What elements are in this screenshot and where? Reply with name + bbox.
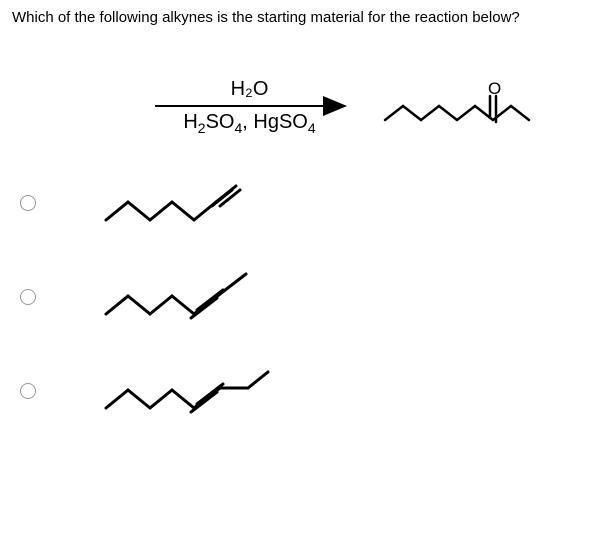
- alkyne-structure-1: [96, 176, 256, 230]
- reagent-bottom: H2SO4, HgSO4: [155, 109, 345, 136]
- t: , HgSO: [242, 111, 308, 133]
- option-1[interactable]: [20, 176, 582, 230]
- radio-2[interactable]: [20, 289, 36, 305]
- reagents-block: H₂O H2SO4, HgSO4: [155, 78, 345, 136]
- options-list: [20, 176, 582, 418]
- reagent-top: H₂O: [155, 78, 345, 103]
- alkyne-structure-3: [96, 364, 286, 418]
- option-3[interactable]: [20, 364, 582, 418]
- reaction-arrow: [155, 105, 345, 107]
- radio-3[interactable]: [20, 383, 36, 399]
- question-text: Which of the following alkynes is the st…: [12, 8, 582, 28]
- reaction-scheme: H₂O H2SO4, HgSO4 O: [112, 78, 582, 136]
- alkyne-structure-2: [96, 270, 266, 324]
- t: SO: [206, 111, 235, 133]
- s: 2: [198, 120, 206, 136]
- radio-1[interactable]: [20, 195, 36, 211]
- product-structure: O: [375, 82, 540, 132]
- option-2[interactable]: [20, 270, 582, 324]
- s: 4: [308, 120, 316, 136]
- t: H: [183, 111, 197, 133]
